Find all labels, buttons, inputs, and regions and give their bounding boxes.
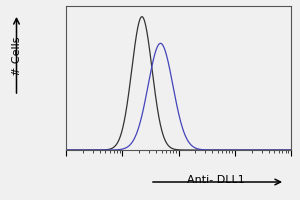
Text: # Cells: # Cells bbox=[11, 36, 22, 76]
Text: Anti- DLL1: Anti- DLL1 bbox=[187, 175, 245, 185]
